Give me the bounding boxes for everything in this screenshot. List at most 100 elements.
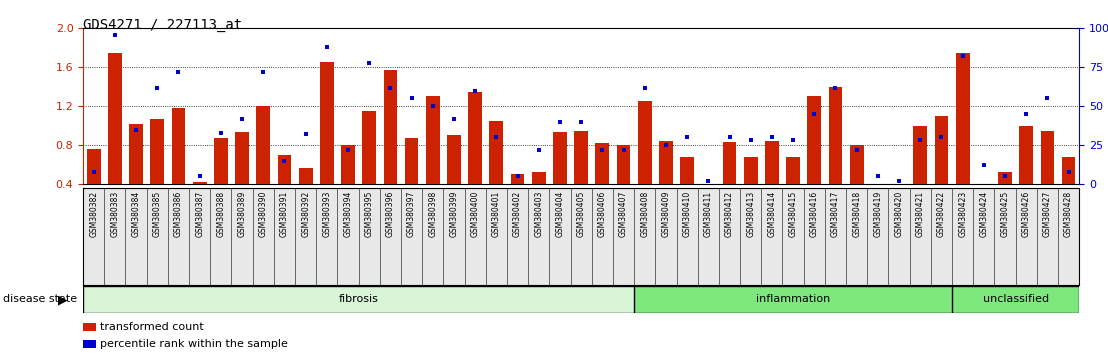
Text: GSM380415: GSM380415 [789,190,798,237]
Point [170,69,187,75]
Bar [235,132,249,223]
Text: GSM380428: GSM380428 [1064,190,1073,237]
Bar [86,149,101,223]
Bar [574,131,588,223]
Text: GSM380422: GSM380422 [937,190,946,237]
Point [339,147,357,153]
Text: GSM380406: GSM380406 [598,190,607,237]
Point [699,178,717,184]
Bar [638,101,652,223]
Text: GSM380425: GSM380425 [1001,190,1009,237]
Bar [871,188,885,223]
Point [615,147,633,153]
Bar [490,121,503,223]
Text: GSM380390: GSM380390 [259,190,268,237]
Bar [634,286,952,313]
Point [381,85,399,90]
Text: unclassified: unclassified [983,295,1048,304]
Point [85,169,103,175]
Text: GSM380399: GSM380399 [450,190,459,237]
Point [488,135,505,140]
Bar [659,141,673,223]
Point [424,103,442,109]
Bar [850,145,863,223]
Bar [701,217,715,223]
Text: GDS4271 / 227113_at: GDS4271 / 227113_at [83,18,243,32]
Text: inflammation: inflammation [756,295,830,304]
Bar [1019,126,1033,223]
Point [402,96,420,101]
Point [509,173,526,179]
Text: GSM380416: GSM380416 [810,190,819,237]
Text: GSM380413: GSM380413 [746,190,756,237]
Point [869,173,886,179]
Bar [808,97,821,223]
Point [1059,169,1077,175]
Point [318,44,336,50]
Text: GSM380410: GSM380410 [683,190,691,237]
Bar [425,97,440,223]
Bar [469,92,482,223]
Point [255,69,273,75]
Text: GSM380411: GSM380411 [704,190,712,237]
Bar [680,157,694,223]
Bar [151,119,164,223]
Text: GSM380393: GSM380393 [322,190,331,237]
Text: GSM380395: GSM380395 [365,190,373,237]
Point [551,119,568,125]
Text: GSM380398: GSM380398 [429,190,438,237]
Point [933,135,951,140]
Bar [448,136,461,223]
Text: transformed count: transformed count [100,322,204,332]
Bar [829,87,842,223]
Point [636,85,654,90]
Text: GSM380391: GSM380391 [280,190,289,237]
Bar [172,108,185,223]
Point [678,135,696,140]
Bar [1040,131,1055,223]
Text: ▶: ▶ [59,293,68,306]
Text: GSM380414: GSM380414 [768,190,777,237]
Bar [532,172,545,223]
Bar [256,106,270,223]
Point [912,138,930,143]
Bar [722,142,737,223]
Text: GSM380389: GSM380389 [237,190,247,237]
Text: GSM380401: GSM380401 [492,190,501,237]
Text: fibrosis: fibrosis [339,295,379,304]
Point [720,135,738,140]
Bar [787,157,800,223]
Bar [277,155,291,223]
Bar [383,70,398,223]
Text: GSM380382: GSM380382 [90,190,99,237]
Point [827,85,844,90]
Text: percentile rank within the sample: percentile rank within the sample [100,339,288,349]
Bar [952,286,1079,313]
Point [784,138,802,143]
Text: GSM380385: GSM380385 [153,190,162,237]
Point [954,53,972,59]
Point [975,162,993,168]
Text: GSM380424: GSM380424 [979,190,988,237]
Text: GSM380397: GSM380397 [407,190,417,237]
Point [996,173,1014,179]
Point [657,142,675,148]
Text: GSM380404: GSM380404 [555,190,564,237]
Text: GSM380408: GSM380408 [640,190,649,237]
Bar [553,132,567,223]
Text: GSM380409: GSM380409 [661,190,670,237]
Point [191,173,208,179]
Point [106,32,124,38]
Point [360,60,378,65]
Text: GSM380423: GSM380423 [958,190,967,237]
Bar [193,182,206,223]
Bar [362,111,376,223]
Text: GSM380418: GSM380418 [852,190,861,237]
Text: GSM380419: GSM380419 [873,190,882,237]
Text: GSM380392: GSM380392 [301,190,310,237]
Text: GSM380383: GSM380383 [111,190,120,237]
Point [1017,111,1035,117]
Text: GSM380400: GSM380400 [471,190,480,237]
Text: GSM380394: GSM380394 [343,190,352,237]
Text: GSM380388: GSM380388 [216,190,225,237]
